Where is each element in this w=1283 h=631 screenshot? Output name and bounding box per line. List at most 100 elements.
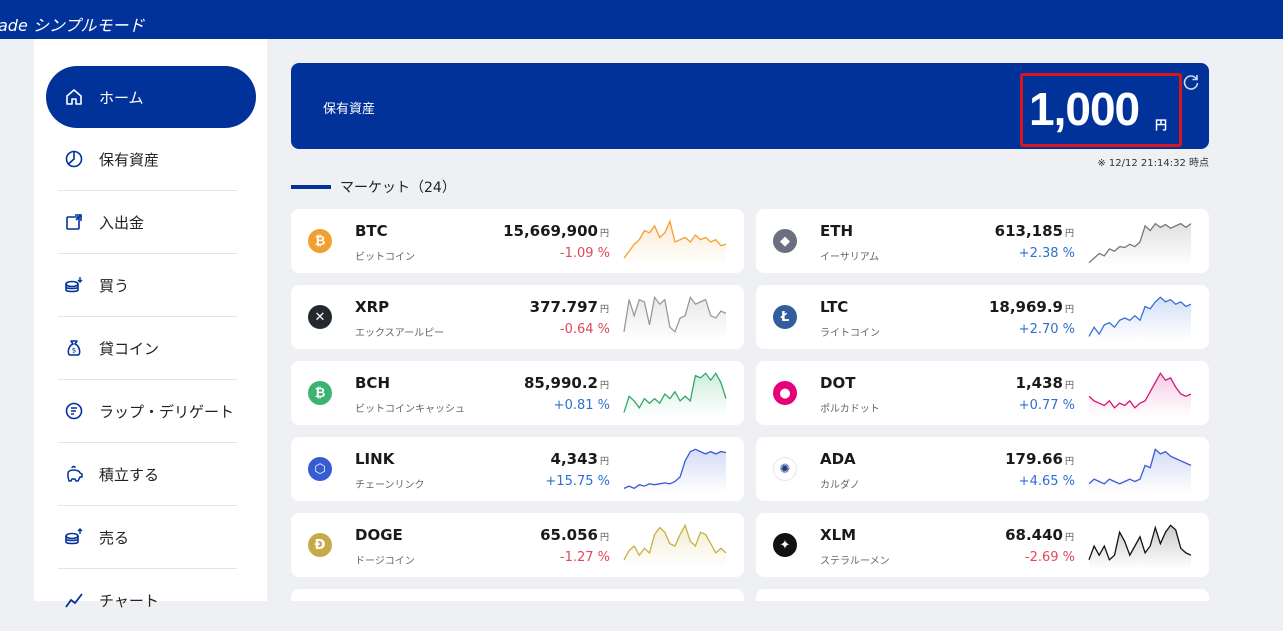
price-change: -2.69 %: [1024, 550, 1075, 565]
sparkline-line: [623, 448, 727, 490]
sparkline-area: [624, 221, 726, 265]
price-change: -1.27 %: [559, 550, 610, 565]
sidebar-divider: [58, 568, 237, 569]
transfer-icon: [64, 212, 84, 232]
coin-price: 68.440: [1005, 526, 1063, 544]
price-unit: 円: [600, 533, 610, 543]
sidebar-item-label: ホーム: [99, 88, 144, 107]
sparkline-area: [1089, 223, 1191, 265]
price-unit: 円: [1065, 305, 1075, 315]
sidebar-item-chart[interactable]: チャート: [58, 569, 237, 631]
sidebar-item-lend-coin[interactable]: $ 貸コイン: [58, 317, 237, 379]
market-section-header: マーケット（24）: [291, 178, 456, 196]
holdings-timestamp: ※ 12/12 21:14:32 時点: [1097, 158, 1209, 169]
coin-name: ステラルーメン: [820, 556, 890, 567]
coin-price: 4,343: [550, 450, 598, 468]
market-card-btc[interactable]: ₿ BTC ビットコイン 15,669,900 円 -1.09 %: [291, 209, 744, 273]
stellar-icon: ✦: [773, 533, 797, 557]
market-card-bch[interactable]: ₿ BCH ビットコインキャッシュ 85,990.2 円 +0.81 %: [291, 361, 744, 425]
price-sparkline: [1088, 296, 1192, 341]
holdings-unit: 円: [1155, 118, 1168, 132]
sparkline-line: [1088, 296, 1192, 337]
sparkline-area: [624, 373, 726, 417]
market-card-ada[interactable]: ✺ ADA カルダノ 179.66 円 +4.65 %: [756, 437, 1209, 501]
market-card[interactable]: [291, 589, 744, 601]
sparkline-area: [624, 297, 726, 341]
piggy-bank-icon: [64, 464, 84, 484]
sidebar-item-holdings[interactable]: 保有資産: [58, 128, 237, 190]
coin-name: ビットコインキャッシュ: [355, 404, 465, 415]
sidebar-item-label: 入出金: [99, 213, 145, 232]
sidebar-item-buy[interactable]: 買う: [58, 254, 237, 316]
coin-name: ポルカドット: [820, 404, 880, 415]
market-card-xlm[interactable]: ✦ XLM ステラルーメン 68.440 円 -2.69 %: [756, 513, 1209, 577]
ethereum-icon: ◆: [773, 229, 797, 253]
price-sparkline: [1088, 524, 1192, 569]
pie-chart-icon: [64, 149, 84, 169]
sidebar-divider: [58, 316, 237, 317]
price-change: +2.38 %: [1018, 246, 1075, 261]
refresh-icon[interactable]: [1182, 73, 1200, 91]
market-card-xrp[interactable]: ✕ XRP エックスアールピー 377.797 円 -0.64 %: [291, 285, 744, 349]
coin-price: 65.056: [540, 526, 598, 544]
price-change: +15.75 %: [545, 474, 610, 489]
holdings-label: 保有資産: [323, 102, 376, 117]
market-title: マーケット（24）: [340, 180, 456, 196]
sidebar-item-label: 保有資産: [99, 150, 160, 169]
price-sparkline: [1088, 222, 1192, 265]
sidebar-divider: [58, 190, 237, 191]
cardano-icon: ✺: [773, 457, 797, 481]
market-card-doge[interactable]: Ð DOGE ドージコイン 65.056 円 -1.27 %: [291, 513, 744, 577]
coin-symbol: ADA: [820, 450, 856, 468]
sidebar-item-label: チャート: [99, 591, 159, 610]
sparkline-line: [1088, 524, 1192, 561]
price-sparkline: [623, 448, 727, 493]
sidebar-divider: [58, 253, 237, 254]
market-card-eth[interactable]: ◆ ETH イーサリアム 613,185 円 +2.38 %: [756, 209, 1209, 273]
sidebar-item-label: 積立する: [99, 465, 160, 484]
sidebar-nav: ホーム 保有資産 入出金 買う $ 貸コイン ラップ・デリゲート: [34, 39, 267, 610]
top-header-bar: ade シンプルモード: [0, 0, 1283, 39]
sparkline-line: [623, 523, 727, 561]
dogecoin-icon: Ð: [308, 533, 332, 557]
sidebar-item-label: 売る: [99, 528, 130, 547]
sparkline-area: [624, 449, 726, 493]
coin-symbol: DOGE: [355, 526, 403, 544]
price-change: +0.77 %: [1018, 398, 1075, 413]
sparkline-area: [1089, 525, 1191, 569]
litecoin-icon: Ł: [773, 305, 797, 329]
sparkline-line: [623, 295, 727, 333]
holdings-summary-panel: 保有資産 1,000 円: [291, 63, 1209, 149]
sidebar-item-accumulate[interactable]: 積立する: [58, 443, 237, 505]
coin-price: 613,185: [994, 222, 1063, 240]
coin-symbol: LTC: [820, 298, 849, 316]
coins-sell-icon: [64, 527, 84, 547]
xrp-icon: ✕: [308, 305, 332, 329]
coin-name: イーサリアム: [820, 252, 880, 263]
coin-name: チェーンリンク: [355, 480, 425, 491]
price-change: +2.70 %: [1018, 322, 1075, 337]
price-change: +0.81 %: [553, 398, 610, 413]
price-sparkline: [623, 372, 727, 417]
coin-name: エックスアールピー: [355, 328, 445, 339]
market-card[interactable]: [756, 589, 1209, 601]
coin-symbol: LINK: [355, 450, 395, 468]
market-card-ltc[interactable]: Ł LTC ライトコイン 18,969.9 円 +2.70 %: [756, 285, 1209, 349]
coin-symbol: DOT: [820, 374, 856, 392]
sparkline-area: [1089, 297, 1191, 341]
chart-line-icon: [64, 590, 84, 610]
bitcoin-icon: ₿: [308, 229, 332, 253]
sparkline-line: [623, 372, 727, 413]
market-card-link[interactable]: ⬡ LINK チェーンリンク 4,343 円 +15.75 %: [291, 437, 744, 501]
sidebar-item-home[interactable]: ホーム: [46, 66, 256, 128]
coin-price: 1,438: [1015, 374, 1063, 392]
sidebar-item-deposit-withdraw[interactable]: 入出金: [58, 191, 237, 253]
price-unit: 円: [600, 381, 610, 391]
price-sparkline: [623, 219, 727, 265]
sparkline-line: [1088, 222, 1192, 264]
coin-price: 377.797: [529, 298, 598, 316]
sidebar-item-sell[interactable]: 売る: [58, 506, 237, 568]
holdings-amount: 1,000: [1029, 83, 1140, 135]
market-card-dot[interactable]: ● DOT ポルカドット 1,438 円 +0.77 %: [756, 361, 1209, 425]
sidebar-item-wrap-delegate[interactable]: ラップ・デリゲート: [58, 380, 237, 442]
